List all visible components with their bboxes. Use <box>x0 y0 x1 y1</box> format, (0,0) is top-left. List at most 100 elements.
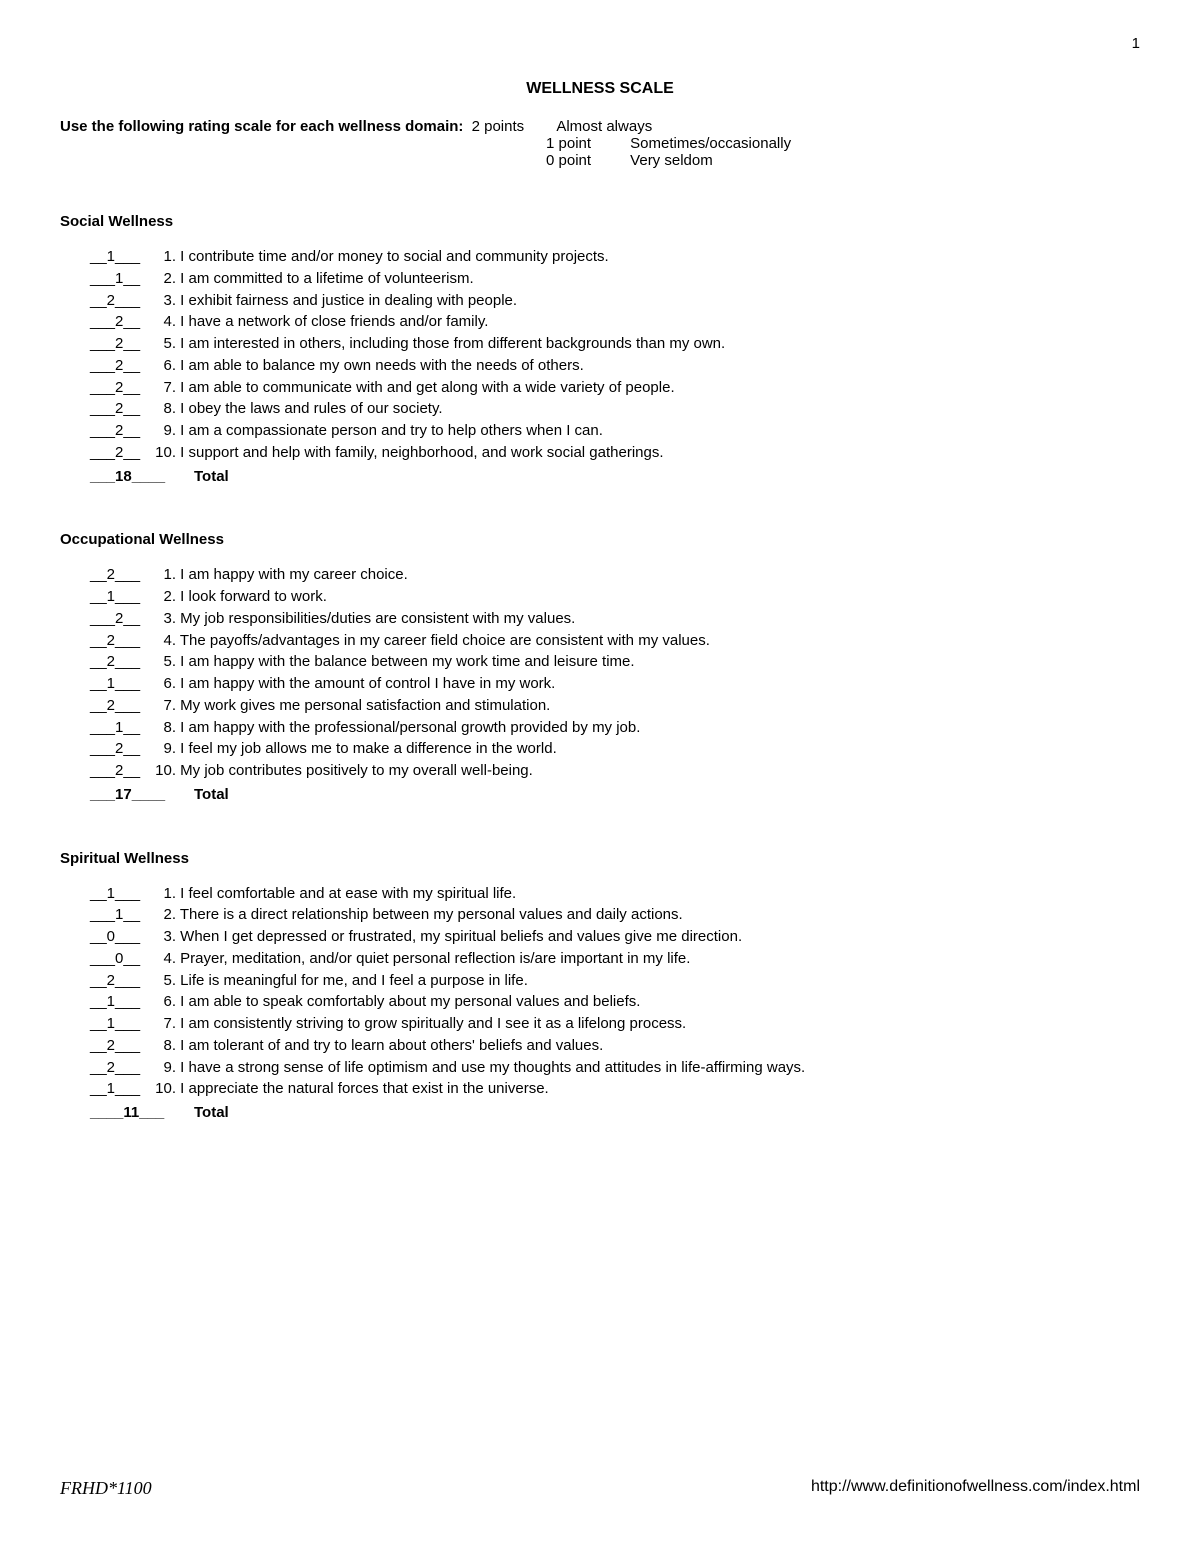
item-row: __1___1. I feel comfortable and at ease … <box>90 883 1140 905</box>
item-text: I support and help with family, neighbor… <box>176 444 664 461</box>
item-text: My work gives me personal satisfaction a… <box>176 697 550 714</box>
item-text: I am happy with my career choice. <box>176 566 408 583</box>
item-text: I am happy with the balance between my w… <box>176 653 635 670</box>
item-text: I have a strong sense of life optimism a… <box>176 1059 805 1076</box>
item-row: ___1__8. I am happy with the professiona… <box>90 717 1140 739</box>
section-items: __1___1. I feel comfortable and at ease … <box>90 883 1140 1124</box>
item-number: 2. <box>152 586 176 608</box>
item-number: 7. <box>152 695 176 717</box>
item-number: 2. <box>152 268 176 290</box>
item-score: ___1__ <box>90 904 152 926</box>
item-row: ___2__5. I am interested in others, incl… <box>90 333 1140 355</box>
item-text: My job responsibilities/duties are consi… <box>176 610 575 627</box>
item-text: I am able to balance my own needs with t… <box>176 357 584 374</box>
item-number: 9. <box>152 420 176 442</box>
scale-desc-0: Almost always <box>556 118 652 135</box>
item-score: __2___ <box>90 651 152 673</box>
item-number: 4. <box>152 948 176 970</box>
item-number: 3. <box>152 608 176 630</box>
item-text: I am committed to a lifetime of voluntee… <box>176 270 474 287</box>
item-text: I am tolerant of and try to learn about … <box>176 1037 603 1054</box>
total-score: ___18____ <box>90 466 194 488</box>
item-score: __1___ <box>90 1013 152 1035</box>
total-label: Total <box>194 786 229 803</box>
item-number: 5. <box>152 651 176 673</box>
item-number: 5. <box>152 970 176 992</box>
footer: FRHD*1100 http://www.definitionofwellnes… <box>60 1478 1140 1499</box>
item-number: 1. <box>152 883 176 905</box>
item-row: ___2__4. I have a network of close frien… <box>90 311 1140 333</box>
item-text: I am happy with the professional/persona… <box>176 719 640 736</box>
item-row: __2___4. The payoffs/advantages in my ca… <box>90 630 1140 652</box>
total-row: ___18____Total <box>90 466 1140 488</box>
item-score: __1___ <box>90 991 152 1013</box>
item-score: ___1__ <box>90 717 152 739</box>
scale-points-1: 1 point <box>546 135 626 152</box>
item-number: 2. <box>152 904 176 926</box>
scale-points-0: 2 points <box>472 118 525 135</box>
item-number: 1. <box>152 564 176 586</box>
item-score: ___2__ <box>90 608 152 630</box>
item-score: __1___ <box>90 673 152 695</box>
section-items: __1___1. I contribute time and/or money … <box>90 246 1140 487</box>
item-row: __1___6. I am able to speak comfortably … <box>90 991 1140 1013</box>
item-text: Prayer, meditation, and/or quiet persona… <box>176 950 690 967</box>
item-text: I obey the laws and rules of our society… <box>176 400 443 417</box>
item-number: 8. <box>152 717 176 739</box>
item-text: The payoffs/advantages in my career fiel… <box>176 632 710 649</box>
item-score: ___0__ <box>90 948 152 970</box>
item-score: ___2__ <box>90 311 152 333</box>
item-number: 7. <box>152 1013 176 1035</box>
item-number: 6. <box>152 991 176 1013</box>
item-text: I am consistently striving to grow spiri… <box>176 1015 686 1032</box>
item-score: ___2__ <box>90 355 152 377</box>
item-number: 10. <box>152 760 176 782</box>
total-row: ____11___Total <box>90 1102 1140 1124</box>
item-score: ___2__ <box>90 420 152 442</box>
item-row: __1___2. I look forward to work. <box>90 586 1140 608</box>
item-number: 10. <box>152 442 176 464</box>
item-score: ___2__ <box>90 760 152 782</box>
item-row: __2___7. My work gives me personal satis… <box>90 695 1140 717</box>
item-row: __2___9. I have a strong sense of life o… <box>90 1057 1140 1079</box>
scale-row-2: 0 point Very seldom <box>546 152 1140 169</box>
total-score: ___17____ <box>90 784 194 806</box>
item-row: ___2__10. My job contributes positively … <box>90 760 1140 782</box>
item-row: __2___8. I am tolerant of and try to lea… <box>90 1035 1140 1057</box>
scale-desc-1: Sometimes/occasionally <box>630 135 791 152</box>
item-text: I am able to communicate with and get al… <box>176 379 675 396</box>
item-text: There is a direct relationship between m… <box>176 906 683 923</box>
page: 1 WELLNESS SCALE Use the following ratin… <box>0 0 1200 1553</box>
item-row: ___1__2. There is a direct relationship … <box>90 904 1140 926</box>
item-number: 4. <box>152 630 176 652</box>
item-text: I exhibit fairness and justice in dealin… <box>176 292 517 309</box>
item-number: 3. <box>152 926 176 948</box>
item-row: ___2__6. I am able to balance my own nee… <box>90 355 1140 377</box>
rating-scale: Use the following rating scale for each … <box>60 118 1140 135</box>
item-score: __2___ <box>90 564 152 586</box>
scale-label: Use the following rating scale for each … <box>60 118 463 135</box>
item-score: __1___ <box>90 1078 152 1100</box>
item-number: 1. <box>152 246 176 268</box>
item-score: __2___ <box>90 1057 152 1079</box>
item-score: __1___ <box>90 246 152 268</box>
section-items: __2___1. I am happy with my career choic… <box>90 564 1140 805</box>
item-score: __1___ <box>90 883 152 905</box>
item-row: __0___3. When I get depressed or frustra… <box>90 926 1140 948</box>
item-number: 6. <box>152 355 176 377</box>
item-score: ___2__ <box>90 398 152 420</box>
item-row: ___2__3. My job responsibilities/duties … <box>90 608 1140 630</box>
item-text: I feel comfortable and at ease with my s… <box>176 885 516 902</box>
total-label: Total <box>194 468 229 485</box>
item-score: ___2__ <box>90 738 152 760</box>
item-text: I feel my job allows me to make a differ… <box>176 740 557 757</box>
item-text: I am happy with the amount of control I … <box>176 675 555 692</box>
item-row: ___2__8. I obey the laws and rules of ou… <box>90 398 1140 420</box>
item-number: 7. <box>152 377 176 399</box>
item-number: 6. <box>152 673 176 695</box>
item-number: 10. <box>152 1078 176 1100</box>
item-row: __2___1. I am happy with my career choic… <box>90 564 1140 586</box>
item-score: __2___ <box>90 970 152 992</box>
item-score: ___2__ <box>90 333 152 355</box>
total-row: ___17____Total <box>90 784 1140 806</box>
